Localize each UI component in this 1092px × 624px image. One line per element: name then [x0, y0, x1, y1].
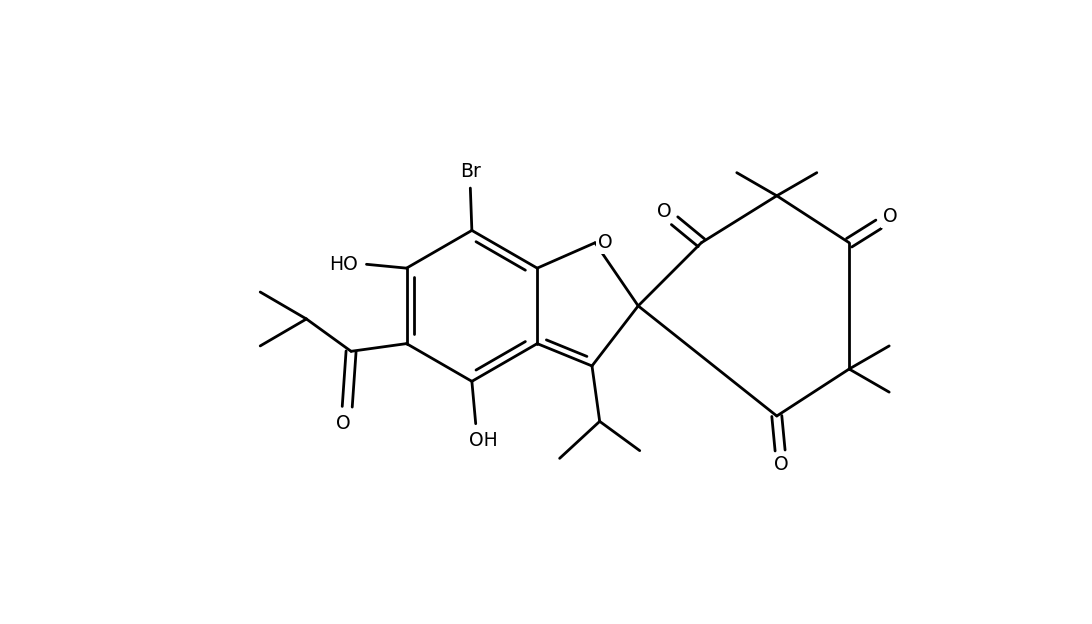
Text: Br: Br: [460, 162, 480, 180]
Text: OH: OH: [470, 431, 498, 450]
Text: O: O: [883, 207, 898, 227]
Text: O: O: [774, 455, 788, 474]
Text: O: O: [336, 414, 351, 433]
Text: O: O: [656, 202, 672, 222]
Text: HO: HO: [329, 255, 358, 274]
Text: O: O: [597, 233, 613, 252]
